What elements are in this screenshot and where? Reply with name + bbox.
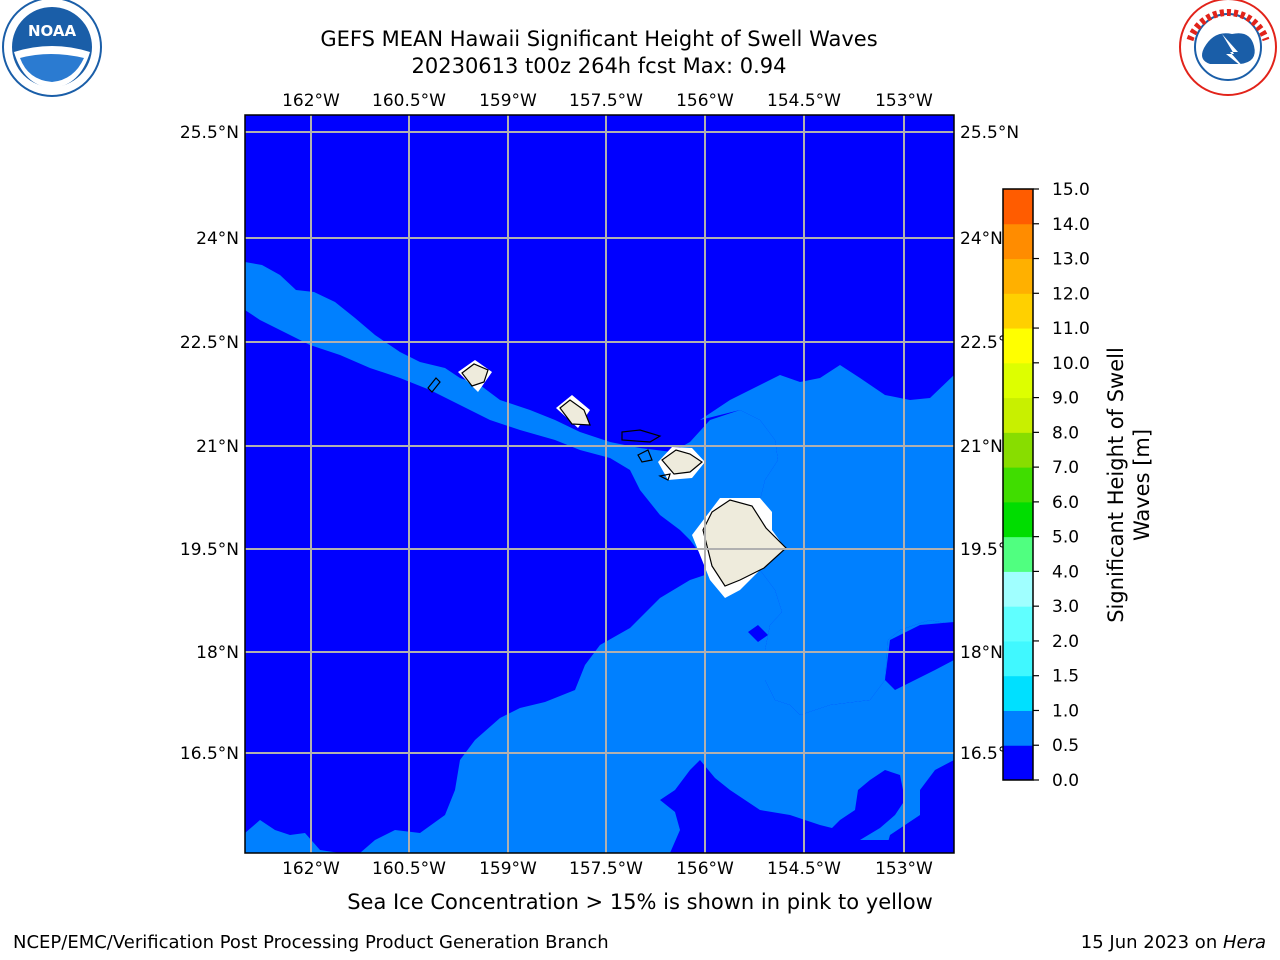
noaa-logo: NOAA [2, 0, 102, 97]
lon-label: 159°W [479, 91, 537, 111]
colorbar-label-line2: Waves [m] [1130, 429, 1154, 541]
lon-label: 153°W [875, 91, 933, 111]
colorbar-tick-label: 2.0 [1052, 632, 1079, 652]
island-kahoolawe [658, 473, 671, 481]
lon-label: 154.5°W [767, 859, 841, 879]
colorbar-tick-label: 9.0 [1052, 389, 1079, 409]
lon-labels-bottom: 162°W 160.5°W 159°W 157.5°W 156°W 154.5°… [282, 859, 933, 879]
nws-logo [1179, 0, 1277, 96]
lon-label: 157.5°W [569, 859, 643, 879]
colorbar-cell [1003, 293, 1033, 329]
lon-label: 160.5°W [372, 91, 446, 111]
colorbar-tick-label: 6.0 [1052, 493, 1079, 513]
colorbar-cell [1003, 258, 1033, 294]
colorbar-cell [1003, 710, 1033, 746]
colorbar-label: Significant Height of Swell Waves [m] [1104, 347, 1154, 623]
colorbar-tick-label: 7.0 [1052, 458, 1079, 478]
noaa-logo-text: NOAA [28, 22, 77, 40]
colorbar-tick-label: 12.0 [1052, 284, 1090, 304]
graticule [245, 115, 954, 853]
lat-label: 16.5°N [180, 744, 239, 764]
colorbar-cell [1003, 432, 1033, 468]
chart-title: GEFS MEAN Hawaii Significant Height of S… [320, 27, 878, 51]
colorbar-cell [1003, 571, 1033, 607]
lat-label: 21°N [196, 437, 239, 457]
colorbar-tick-label: 13.0 [1052, 250, 1090, 270]
swell-pocket-mid [885, 622, 954, 690]
swell-pocket-s [820, 770, 905, 850]
island-molokai [621, 429, 662, 443]
colorbar-cell [1003, 745, 1033, 781]
colorbar-tick-label: 5.0 [1052, 528, 1079, 548]
swell-contour-light [245, 262, 954, 853]
footer-credit: NCEP/EMC/Verification Post Processing Pr… [13, 932, 609, 953]
colorbar-cell [1003, 640, 1033, 677]
colorbar-cell [1003, 189, 1033, 225]
islands [427, 360, 787, 598]
map-panel [244, 114, 955, 854]
colorbar-tick-label: 4.0 [1052, 562, 1079, 582]
colorbar-tick-label: 0.0 [1052, 771, 1079, 791]
colorbar-cell [1003, 362, 1033, 399]
colorbar-cell [1003, 223, 1033, 260]
lon-label: 159°W [479, 859, 537, 879]
island-lanai [637, 449, 653, 463]
colorbar-cell [1003, 397, 1033, 433]
swell-pocket-small [748, 625, 768, 642]
lon-label: 162°W [282, 91, 340, 111]
colorbar-cell [1003, 467, 1033, 503]
swell-contour-north [700, 365, 954, 715]
lon-label: 162°W [282, 859, 340, 879]
chart-subtitle: 20230613 t00z 264h fcst Max: 0.94 [411, 54, 787, 78]
sea-ice-note: Sea Ice Concentration > 15% is shown in … [347, 890, 933, 914]
colorbar-cell [1003, 606, 1033, 642]
lat-label: 19.5°N [180, 540, 239, 560]
colorbar-tick-label: 0.5 [1052, 736, 1079, 756]
colorbar-cell [1003, 536, 1033, 572]
colorbar-tick-label: 3.0 [1052, 597, 1079, 617]
colorbar-tick-label: 15.0 [1052, 180, 1090, 200]
lat-label: 25.5°N [180, 123, 239, 143]
lat-label: 25.5°N [960, 123, 1019, 143]
swell-pocket-se [885, 760, 954, 853]
colorbar-label-line1: Significant Height of Swell [1104, 347, 1128, 623]
lat-label: 24°N [960, 229, 1003, 249]
colorbar-frame [1002, 188, 1034, 781]
lat-label: 24°N [196, 229, 239, 249]
lat-label: 18°N [196, 643, 239, 663]
footer-host: Hera [1222, 932, 1266, 953]
lon-label: 153°W [875, 859, 933, 879]
colorbar-tick-label: 8.0 [1052, 423, 1079, 443]
lon-label: 156°W [676, 91, 734, 111]
map-frame [244, 114, 955, 854]
colorbar-cells [1003, 189, 1033, 781]
colorbar-ticks: 0.0 0.5 1.0 1.5 2.0 3.0 4.0 5.0 6.0 7.0 8.0 9.0 10.0… [1033, 180, 1090, 791]
colorbar-tick-label: 1.0 [1052, 701, 1079, 721]
colorbar-tick-label: 10.0 [1052, 354, 1090, 374]
lat-label: 18°N [960, 643, 1003, 663]
footer-date-text: 15 Jun 2023 on [1080, 932, 1223, 953]
lat-label: 21°N [960, 437, 1003, 457]
island-niihau [427, 377, 441, 393]
colorbar-cell [1003, 328, 1033, 364]
colorbar-cell [1003, 501, 1033, 538]
lon-label: 157.5°W [569, 91, 643, 111]
colorbar: 0.0 0.5 1.0 1.5 2.0 3.0 4.0 5.0 6.0 7.0 8.0 9.0 10.0… [1002, 180, 1090, 791]
colorbar-cell [1003, 675, 1033, 711]
lat-labels-left: 25.5°N 24°N 22.5°N 21°N 19.5°N 18°N 16.5… [180, 123, 239, 764]
lon-label: 160.5°W [372, 859, 446, 879]
colorbar-tick-label: 14.0 [1052, 215, 1090, 235]
lon-label: 154.5°W [767, 91, 841, 111]
lat-label: 22.5°N [180, 333, 239, 353]
lon-label: 156°W [676, 859, 734, 879]
lon-labels-top: 162°W 160.5°W 159°W 157.5°W 156°W 154.5°… [282, 91, 933, 111]
footer-date: 15 Jun 2023 on Hera [1081, 932, 1266, 953]
colorbar-tick-label: 11.0 [1052, 319, 1090, 339]
colorbar-tick-label: 1.5 [1052, 667, 1079, 687]
